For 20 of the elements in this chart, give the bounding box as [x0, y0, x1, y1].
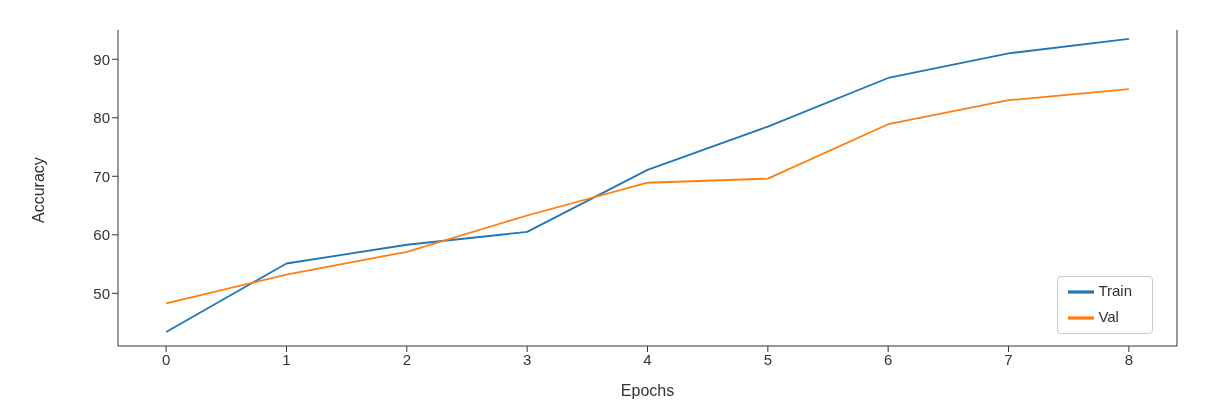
x-tick-label: 6	[884, 350, 893, 368]
y-tick-label: 80	[93, 109, 110, 127]
y-tick-label: 70	[93, 167, 110, 185]
y-tick-label: 50	[93, 284, 110, 302]
x-tick-label: 2	[402, 350, 411, 368]
x-tick-label: 5	[763, 350, 773, 368]
x-tick-label: 1	[282, 350, 291, 368]
y-axis-title: Accuracy	[29, 157, 47, 223]
line-series	[165, 37, 1130, 333]
x-tick-label: 4	[643, 350, 652, 368]
line-series	[165, 88, 1130, 305]
legend-label: Val	[1098, 308, 1119, 326]
legend-label: Train	[1098, 282, 1132, 300]
y-tick-label: 60	[93, 226, 110, 244]
x-tick-label: 3	[522, 350, 532, 368]
x-tick-label: 8	[1124, 350, 1134, 368]
x-tick-label: 0	[161, 350, 171, 368]
x-tick-label: 7	[1004, 350, 1013, 368]
x-axis-title: Epochs	[620, 382, 675, 399]
y-tick-label: 90	[93, 50, 110, 68]
